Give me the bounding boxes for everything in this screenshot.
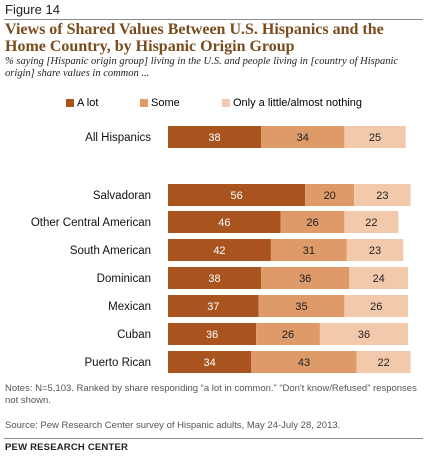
chart-subtitle: % saying [Hispanic origin group] living … [5, 56, 399, 79]
top-rule [4, 19, 423, 20]
legend-swatch-a-lot [66, 99, 74, 107]
data-label: 26 [306, 217, 318, 229]
bar-segment [168, 126, 262, 148]
bar-segment [344, 211, 399, 233]
figure-label: Figure 14 [5, 2, 60, 17]
data-label: 42 [213, 245, 225, 257]
legend-item-a-lot: A lot [66, 97, 98, 110]
data-label: 35 [295, 301, 307, 313]
data-label: 37 [207, 301, 219, 313]
legend-swatch-only-a-little [222, 99, 230, 107]
stacked-bar-chart: All Hispanics 38 34 25 Salvadoran 56 20 23 Other… [31, 126, 411, 373]
data-label: 23 [376, 190, 388, 202]
data-label: 20 [324, 190, 336, 202]
data-label: 34 [204, 357, 216, 369]
bar-segment [305, 184, 355, 206]
data-label: 24 [373, 273, 385, 285]
bar-segment [354, 184, 411, 206]
data-label: 31 [303, 245, 315, 257]
category-label: Salvadoran [93, 190, 151, 202]
bar-segment [258, 295, 345, 317]
bar-segment [319, 323, 409, 345]
bar-segment [168, 184, 306, 206]
bar-segment [349, 267, 409, 289]
bar-segment [256, 323, 320, 345]
category-label: Puerto Rican [85, 357, 151, 369]
bar-segment [261, 267, 350, 289]
data-label: 36 [299, 273, 311, 285]
data-label: 26 [282, 329, 294, 341]
bar-segment [168, 295, 259, 317]
bar-segment [168, 239, 271, 261]
bar-segment [270, 239, 347, 261]
chart-source: Source: Pew Research Center survey of Hi… [5, 420, 341, 431]
chart-notes: Notes: N=5,103. Ranked by share respondi… [5, 383, 417, 406]
chart-title: Views of Shared Values Between U.S. Hisp… [5, 21, 384, 55]
category-label: Other Central American [31, 217, 151, 229]
category-label: All Hispanics [85, 132, 151, 144]
bottom-rule [4, 438, 423, 439]
bar-segment [261, 126, 345, 148]
data-label: 38 [208, 132, 220, 144]
bar-segment [168, 323, 257, 345]
data-label: 23 [369, 245, 381, 257]
bar-segment [251, 351, 357, 373]
data-label: 56 [230, 190, 242, 202]
category-label: Cuban [117, 329, 151, 341]
bar-segment [168, 267, 262, 289]
credit-line: PEW RESEARCH CENTER [5, 442, 129, 453]
data-label: 22 [377, 357, 389, 369]
category-label: Dominican [97, 273, 151, 285]
legend-item-some: Some [140, 97, 180, 110]
category-label: Mexican [108, 301, 151, 313]
category-label: South American [70, 245, 151, 257]
data-label: 26 [370, 301, 382, 313]
data-label: 36 [206, 329, 218, 341]
data-label: 36 [358, 329, 370, 341]
bar-segment [356, 351, 411, 373]
data-label: 22 [365, 217, 377, 229]
bar-segment [346, 239, 404, 261]
bar-segment [344, 295, 409, 317]
data-label: 25 [369, 132, 381, 144]
bar-segment [280, 211, 345, 233]
legend-item-only-a-little: Only a little/almost nothing [222, 97, 362, 110]
data-label: 43 [298, 357, 310, 369]
data-label: 46 [218, 217, 230, 229]
data-label: 34 [297, 132, 309, 144]
legend-swatch-some [140, 99, 148, 107]
data-label: 38 [208, 273, 220, 285]
bar-segment [168, 211, 281, 233]
bar-segment [168, 351, 252, 373]
legend-label-some: Some [151, 97, 180, 109]
bar-segment [344, 126, 406, 148]
legend-label-only-a-little: Only a little/almost nothing [233, 97, 363, 109]
legend-label-a-lot: A lot [77, 97, 99, 109]
